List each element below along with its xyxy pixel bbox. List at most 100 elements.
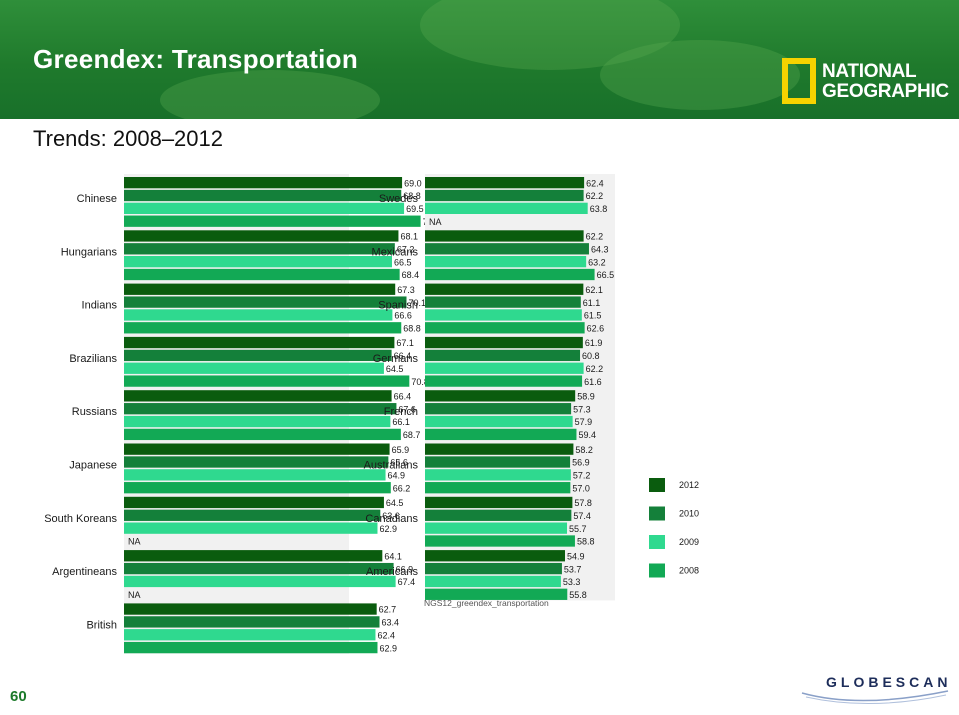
map-texture — [600, 40, 800, 110]
bar-value-label: 57.9 — [575, 417, 593, 427]
category-label: British — [86, 619, 117, 631]
bar-value-label: 67.4 — [398, 577, 416, 587]
bar-value-label: 57.0 — [572, 483, 590, 493]
bar-value-label: 54.9 — [567, 551, 585, 561]
bar-value-label: 70.8 — [411, 377, 429, 387]
bar-2009 — [425, 362, 584, 374]
map-texture — [160, 70, 380, 119]
chart-layer: Chinese69.068.869.573.6Hungarians68.167.… — [44, 174, 699, 654]
bar-value-label: 62.1 — [585, 285, 603, 295]
globescan-logo: GLOBESCAN — [800, 665, 950, 709]
chart-subtitle: Trends: 2008–2012 — [33, 126, 223, 151]
legend-swatch-2010 — [649, 506, 665, 521]
bar-value-label: 62.4 — [586, 178, 604, 188]
bar-2010 — [124, 243, 395, 255]
category-label: Japanese — [69, 460, 117, 472]
category-label: Canadians — [365, 513, 418, 525]
bar-2008 — [124, 482, 391, 494]
bar-2010 — [124, 403, 397, 415]
national-geographic-logo: NATIONAL GEOGRAPHIC — [782, 58, 949, 108]
category-label: French — [384, 406, 418, 418]
bar-2012 — [124, 336, 395, 349]
bar-value-label: 69.5 — [406, 204, 424, 214]
bar-2010 — [124, 562, 394, 575]
bar-value-label: 62.2 — [586, 232, 604, 242]
category-label: Spanish — [378, 300, 418, 312]
bar-value-label: 67.6 — [398, 404, 416, 414]
bar-2009 — [124, 415, 391, 428]
bar-value-label: 63.8 — [590, 204, 608, 214]
bar-2008 — [425, 428, 577, 441]
bar-2010 — [425, 296, 581, 308]
bar-value-label: 66.5 — [597, 270, 615, 280]
bar-value-label: 56.9 — [572, 458, 590, 468]
bar-value-label: 68.7 — [403, 430, 421, 440]
bar-value-label: 57.2 — [573, 471, 591, 481]
na-label: NA — [429, 217, 442, 227]
bar-value-label: 61.6 — [584, 377, 602, 387]
bar-2012 — [425, 390, 576, 402]
header-banner: Greendex: Transportation NATIONAL GEOGRA… — [0, 0, 959, 119]
bar-2008 — [425, 482, 571, 494]
bar-2012 — [124, 177, 403, 189]
bar-2008 — [124, 641, 378, 654]
bar-value-label: 69.0 — [404, 178, 422, 188]
bar-2008 — [425, 268, 595, 281]
bar-value-label: 63.4 — [382, 618, 400, 628]
bar-2012 — [425, 550, 565, 562]
bar-2009 — [124, 362, 384, 374]
legend-label: 2008 — [679, 566, 699, 576]
bar-value-label: 67.2 — [397, 244, 415, 254]
bar-2009 — [124, 469, 386, 481]
bar-2010 — [425, 403, 572, 415]
bar-value-label: 65.9 — [392, 445, 410, 455]
bar-value-label: 57.8 — [574, 498, 592, 508]
bar-value-label: 68.4 — [402, 270, 420, 280]
bar-2012 — [124, 496, 384, 509]
bar-2008 — [425, 535, 575, 547]
bar-2010 — [124, 456, 389, 468]
bar-2008 — [124, 268, 400, 281]
bar-value-label: 62.2 — [586, 191, 604, 201]
bar-2009 — [124, 256, 392, 268]
bar-2009 — [124, 202, 405, 214]
bar-value-label: 55.8 — [569, 590, 587, 600]
bar-value-label: 70.1 — [409, 298, 427, 308]
logo-line-2: GEOGRAPHIC — [822, 81, 949, 102]
bar-value-label: 68.1 — [400, 232, 418, 242]
bar-2012 — [425, 496, 573, 509]
bar-2009 — [425, 575, 561, 588]
bar-2010 — [425, 189, 584, 202]
bar-value-label: 57.3 — [573, 404, 591, 414]
na-label: NA — [128, 590, 141, 600]
globescan-wordmark: GLOBESCAN — [826, 674, 951, 690]
bar-value-label: 68.8 — [403, 191, 421, 201]
bar-2009 — [425, 202, 588, 214]
bar-value-label: 58.2 — [575, 445, 593, 455]
bar-2009 — [425, 522, 568, 534]
globescan-right: SCAN — [895, 674, 952, 690]
bar-2012 — [425, 283, 584, 295]
bar-value-label: 62.9 — [379, 524, 397, 534]
bar-value-label: 60.8 — [582, 351, 600, 361]
bar-value-label: 68.8 — [403, 323, 421, 333]
bar-2008 — [425, 322, 585, 334]
bar-2010 — [124, 189, 402, 202]
bar-2012 — [124, 550, 383, 562]
bar-2008 — [124, 215, 421, 227]
bar-value-label: 66.4 — [394, 351, 412, 361]
category-label: Swedes — [379, 193, 419, 205]
category-label: Australians — [364, 460, 419, 472]
bar-2012 — [124, 443, 390, 455]
logo-line-1: NATIONAL — [822, 61, 917, 82]
bar-2010 — [425, 456, 571, 468]
bar-2012 — [425, 336, 583, 349]
bar-value-label: 66.4 — [394, 392, 412, 402]
category-label: Indians — [82, 300, 118, 312]
bar-value-label: 62.2 — [586, 364, 604, 374]
bar-2012 — [124, 283, 396, 295]
bar-value-label: 53.3 — [563, 577, 581, 587]
category-label: Americans — [366, 566, 418, 578]
bar-value-label: 66.1 — [392, 417, 410, 427]
legend-label: 2012 — [679, 480, 699, 490]
